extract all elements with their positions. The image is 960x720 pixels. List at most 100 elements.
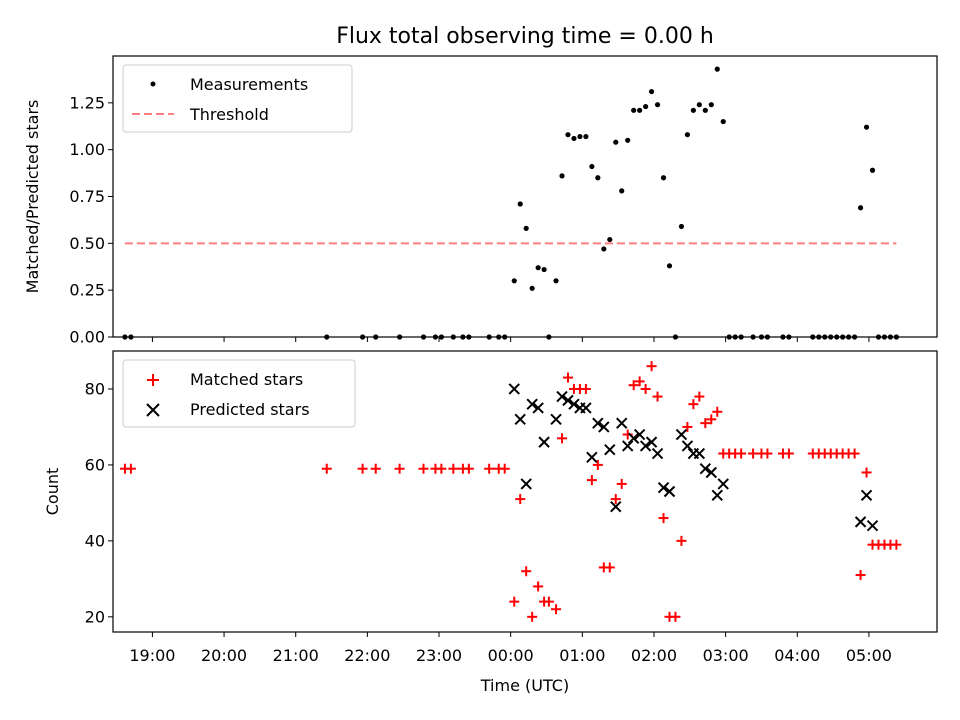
measurement-point [643,103,649,110]
matched-star-point [628,380,639,391]
measurement-point [720,118,726,125]
predicted-star-point [616,417,628,429]
measurement-point [535,265,541,271]
predicted-star-point [693,447,706,460]
bottom-plot-panel: 20 40 60 80 19:00 20:00 21:00 22:00 23:00 00:00 0… [43,350,938,695]
predicted-star-point [532,402,544,414]
bottom-plot-frame [112,350,938,633]
matched-star-point [610,494,621,505]
measurement-point [625,137,631,143]
predicted-star-point [508,383,520,395]
matched-star-point [682,421,693,432]
measurement-point [529,285,535,291]
legend-matched-marker [147,374,159,386]
predicted-star-point [657,481,670,494]
matched-star-point [694,391,705,402]
matched-star-point [748,448,759,459]
matched-star-point [463,463,474,474]
predicted-star-point [586,451,598,464]
matched-star-point [652,391,663,402]
bottom-legend-box [122,359,356,428]
measurement-point [631,107,637,113]
predicted-star-point [663,485,676,498]
measurement-point [565,132,571,138]
bottom-y-tick-label: 20 [85,607,105,626]
legend-matched-label: Matched stars [190,370,303,389]
measurement-point [619,188,625,194]
predicted-star-point [675,428,688,441]
legend-measurements-marker [150,81,156,87]
matched-star-point [436,463,447,474]
predicted-star-point [717,478,729,490]
x-axis-label: Time (UTC) [480,676,569,695]
predicted-star-point [520,478,532,490]
x-tick-label: 21:00 [273,646,319,665]
measurement-point [684,132,691,138]
predicted-star-point [538,436,550,448]
measurement-point [595,175,601,181]
matched-star-point [586,475,597,486]
predicted-star-point [651,447,664,460]
matched-star-point [762,448,773,459]
predicted-star-point [604,444,616,456]
legend-measurements-label: Measurements [190,75,308,94]
matched-star-point [736,448,747,459]
top-y-tick-label: 1.25 [69,93,105,112]
matched-star-point [527,611,538,622]
predicted-star-point [550,413,562,426]
chart-title: Flux total observing time = 0.00 h [336,24,714,49]
legend-predicted-label: Predicted stars [190,400,310,419]
measurement-point [857,205,864,211]
top-plot-frame [112,55,938,338]
measurement-point [708,102,714,108]
measurement-point [523,225,529,231]
matched-star-point [533,581,544,592]
top-y-tick-label: 0.25 [69,281,105,300]
measurement-point [660,175,667,181]
measurement-point [613,139,619,145]
measurement-point [517,201,523,207]
matched-star-point [543,596,554,607]
matched-star-point [640,383,651,394]
matched-star-point [891,539,902,550]
legend-predicted-marker [146,403,160,417]
matched-star-point [670,611,681,622]
predicted-star-point [645,436,658,448]
matched-star-point [855,570,866,581]
measurement-point [678,223,685,230]
matched-star-point [370,463,381,474]
predicted-star-point [621,440,634,452]
measurement-point [654,102,661,108]
measurement-point [553,278,559,284]
predicted-star-point [627,432,640,445]
measurement-point [583,133,589,140]
x-tick-label: 01:00 [559,646,605,665]
matched-star-point [521,566,532,577]
matched-star-point [616,478,627,489]
matched-star-point [418,463,429,474]
measurement-point [696,102,702,108]
bottom-y-tick-label: 60 [85,455,105,474]
x-tick-label: 00:00 [488,646,534,665]
matched-star-point [499,463,510,474]
measurement-point [666,263,673,269]
measurement-point [511,278,517,284]
matched-star-point [562,372,573,383]
predicted-star-point [526,398,538,410]
measurement-point [571,135,577,142]
predicted-star-point [610,500,622,513]
measurement-point [702,107,708,113]
matched-star-point [551,604,562,615]
matched-star-point [849,448,860,459]
predicted-star-point [568,398,580,410]
predicted-star-point [580,402,592,414]
matched-star-point [394,463,405,474]
measurement-point [648,88,655,95]
measurement-point [559,173,565,179]
matched-star-point [515,494,526,505]
matched-star-point [861,467,872,478]
matched-star-point [592,459,603,470]
measurement-point [690,107,696,113]
matched-star-point [676,535,687,546]
matched-star-point [580,383,591,394]
